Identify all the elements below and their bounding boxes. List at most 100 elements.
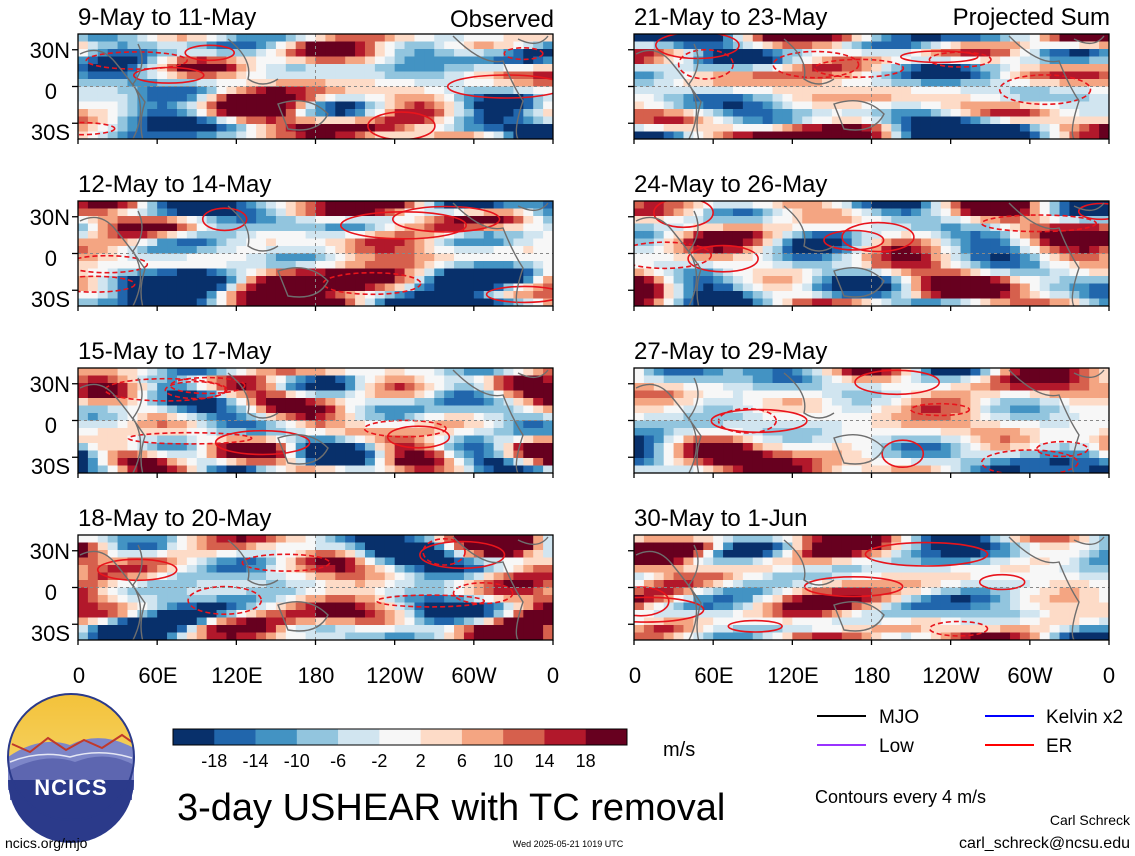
- field-cell: [107, 291, 119, 300]
- field-cell: [147, 405, 158, 414]
- field-cell: [901, 79, 912, 88]
- field-cell: [1089, 253, 1100, 262]
- field-cell: [752, 268, 764, 277]
- field-cell: [345, 625, 356, 634]
- field-cell: [643, 535, 655, 544]
- field-cell: [1079, 428, 1090, 437]
- field-cell: [634, 238, 645, 247]
- field-cell: [792, 131, 803, 139]
- field-cell: [414, 375, 425, 384]
- field-cell: [871, 56, 882, 65]
- field-cell: [345, 383, 356, 392]
- field-cell: [980, 405, 991, 414]
- field-cell: [196, 550, 208, 559]
- er-contour: [980, 214, 1097, 233]
- field-cell: [97, 261, 109, 270]
- field-cell: [523, 201, 534, 210]
- field-cell: [772, 375, 784, 384]
- field-cell: [970, 268, 981, 277]
- field-cell: [523, 291, 534, 300]
- field-cell: [851, 101, 863, 110]
- field-cell: [1069, 291, 1080, 300]
- field-cell: [157, 298, 168, 306]
- field-cell: [861, 94, 873, 103]
- field-cell: [374, 201, 386, 210]
- field-cell: [167, 291, 178, 300]
- field-cell: [107, 535, 119, 544]
- field-cell: [703, 64, 714, 73]
- field-cell: [325, 405, 336, 414]
- field-cell: [703, 86, 714, 95]
- field-cell: [960, 79, 972, 88]
- field-cell: [266, 276, 277, 285]
- field-cell: [434, 109, 445, 118]
- field-cell: [673, 435, 685, 444]
- field-cell: [683, 64, 694, 73]
- field-cell: [355, 413, 366, 422]
- field-cell: [543, 208, 553, 217]
- field-cell: [822, 268, 833, 277]
- field-cell: [87, 375, 99, 384]
- field-cell: [762, 109, 774, 118]
- field-cell: [345, 595, 356, 604]
- field-cell: [792, 405, 803, 414]
- field-cell: [1029, 246, 1041, 255]
- field-cell: [782, 276, 793, 285]
- field-cell: [315, 283, 326, 292]
- field-cell: [533, 34, 544, 43]
- field-cell: [1000, 435, 1011, 444]
- field-cell: [762, 398, 774, 407]
- field-cell: [891, 109, 902, 118]
- field-cell: [335, 398, 346, 407]
- field-cell: [256, 276, 267, 285]
- field-cell: [176, 116, 188, 125]
- field-cell: [831, 223, 843, 232]
- field-cell: [911, 398, 922, 407]
- field-cell: [434, 428, 445, 437]
- field-cell: [315, 565, 326, 574]
- field-cell: [802, 131, 813, 139]
- field-cell: [246, 34, 257, 43]
- field-cell: [226, 405, 237, 414]
- field-cell: [305, 375, 317, 384]
- field-cell: [1069, 86, 1080, 95]
- field-cell: [206, 298, 218, 306]
- field-cell: [940, 291, 952, 300]
- field-cell: [285, 617, 297, 626]
- field-cell: [335, 41, 346, 50]
- field-cell: [513, 268, 524, 277]
- field-cell: [683, 398, 694, 407]
- field-cell: [305, 64, 317, 73]
- field-cell: [454, 86, 465, 95]
- field-cell: [196, 465, 208, 473]
- field-cell: [374, 64, 386, 73]
- field-cell: [206, 216, 218, 225]
- field-cell: [723, 116, 734, 125]
- field-cell: [246, 390, 257, 399]
- field-cell: [881, 450, 892, 459]
- field-cell: [127, 550, 138, 559]
- field-cell: [493, 253, 505, 262]
- field-cell: [206, 283, 218, 292]
- field-cell: [1089, 223, 1100, 232]
- field-cell: [1099, 56, 1109, 65]
- field-cell: [1049, 64, 1061, 73]
- panel-field: [78, 34, 553, 139]
- field-cell: [732, 49, 744, 58]
- field-cell: [473, 602, 485, 611]
- field-cell: [374, 632, 386, 640]
- field-cell: [87, 291, 99, 300]
- field-cell: [920, 413, 932, 422]
- field-cell: [364, 368, 376, 377]
- field-cell: [523, 428, 534, 437]
- field-cell: [871, 64, 882, 73]
- field-cell: [216, 413, 228, 422]
- field-cell: [216, 405, 228, 414]
- field-cell: [851, 238, 863, 247]
- field-cell: [226, 201, 237, 210]
- field-cell: [493, 443, 505, 452]
- field-cell: [424, 124, 435, 133]
- field-cell: [176, 617, 188, 626]
- field-cell: [463, 420, 475, 429]
- field-cell: [335, 34, 346, 43]
